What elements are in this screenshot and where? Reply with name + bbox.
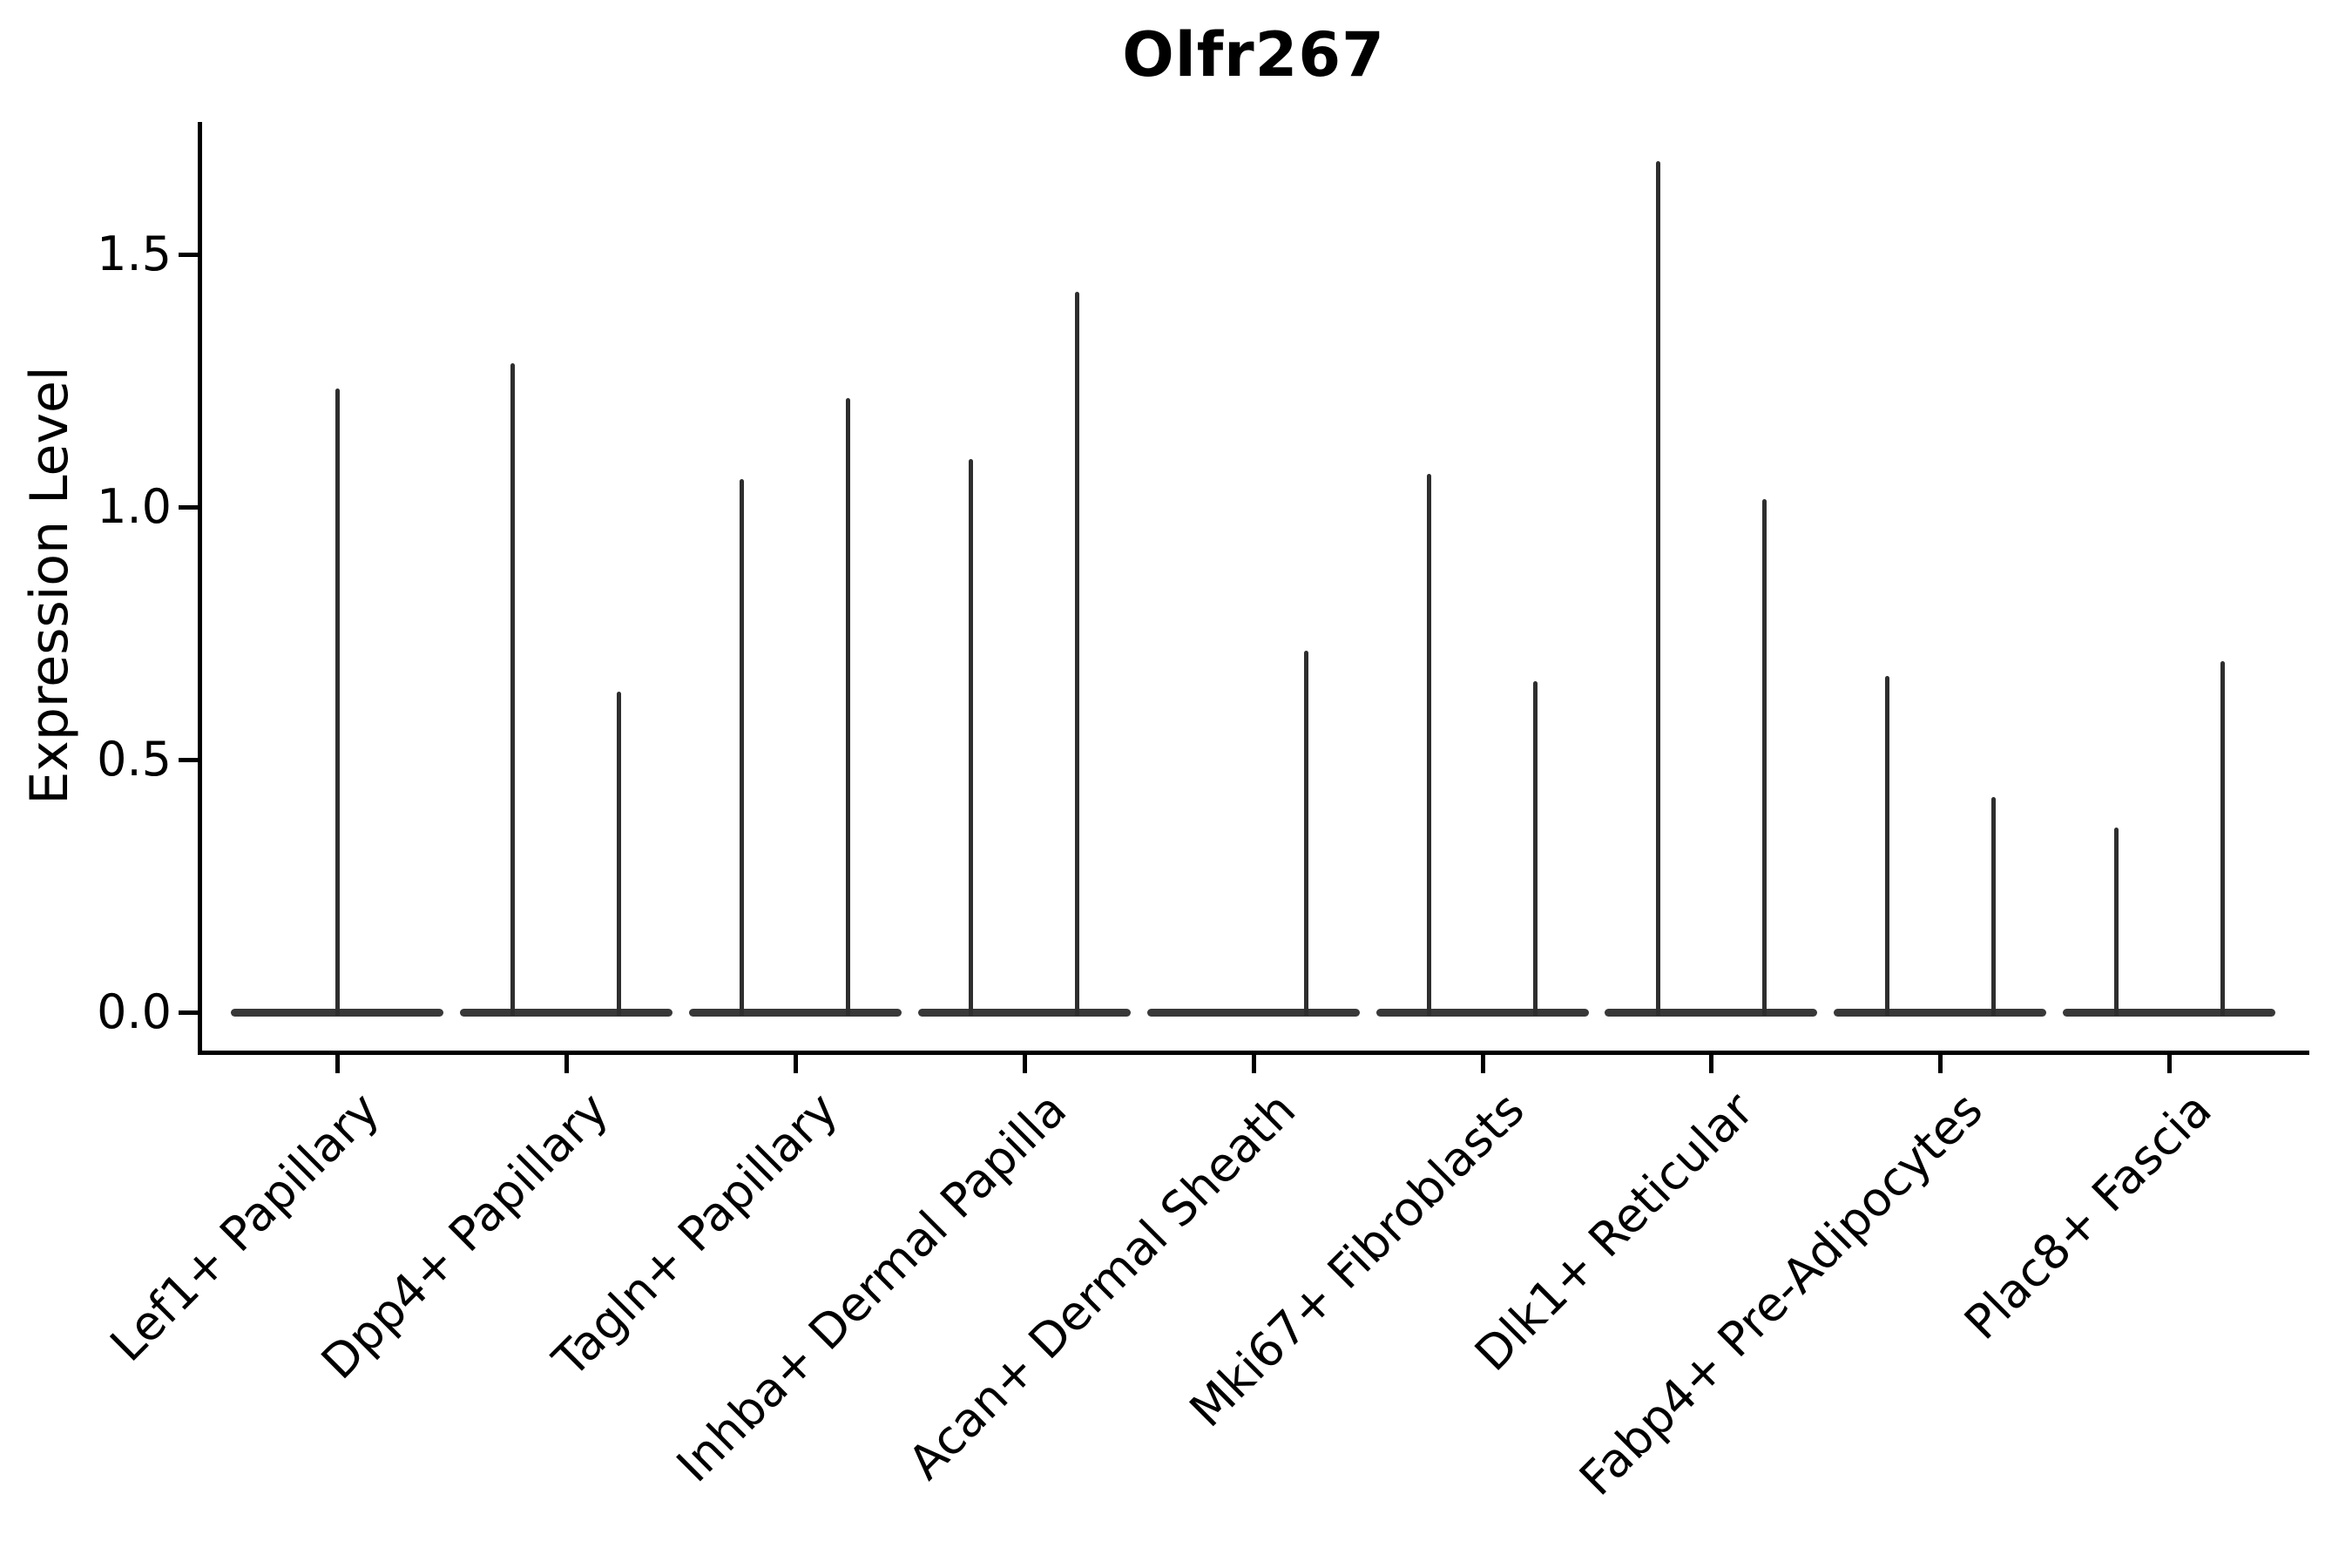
x-tick-label: Fabp4+ Pre-Adipocytes [1569,1082,1993,1506]
y-tick-mark [179,253,199,257]
x-axis-spine [198,1051,2309,1055]
y-tick-label: 1.5 [97,226,172,281]
violin-base [688,1009,902,1017]
x-tick-mark [1938,1055,1943,1073]
x-tick-mark [793,1055,798,1073]
y-axis-label: Expression Level [19,366,80,805]
violin-needle [617,691,622,1016]
chart-title: Olfr267 [1122,19,1385,91]
violin-needle [1075,292,1080,1016]
y-tick-mark [179,1010,199,1015]
violin-needle [740,479,745,1016]
violin-needle [335,388,340,1016]
x-tick-mark [1480,1055,1485,1073]
violin-needle [969,458,974,1016]
violin-needle [1884,676,1889,1016]
violin-needle [510,362,516,1016]
violin-base [1146,1009,1360,1017]
x-tick-mark [1709,1055,1714,1073]
violin-needle [2113,828,2119,1016]
violin-needle [1761,499,1767,1016]
x-tick-mark [2167,1055,2173,1073]
y-tick-label: 1.0 [97,479,172,534]
violin-needle [1304,651,1309,1016]
violin-needle [1427,474,1431,1016]
x-tick-mark [1022,1055,1027,1073]
y-tick-label: 0.0 [97,984,172,1039]
y-tick-mark [179,505,199,510]
violin-base [1605,1009,1818,1017]
violin-needle [846,398,851,1016]
violin-needle [1533,681,1538,1016]
violin-base [1375,1009,1589,1017]
y-axis-spine [198,122,202,1055]
x-tick-mark [564,1055,569,1073]
violin-base [459,1009,672,1017]
x-tick-mark [1251,1055,1256,1073]
violin-needle [1655,160,1660,1016]
x-tick-label: Plac8+ Fascia [1953,1082,2222,1350]
x-tick-mark [335,1055,340,1073]
x-tick-label: Acan+ Dermal Sheath [897,1082,1307,1490]
y-tick-mark [179,758,199,762]
violin-needle [2220,660,2225,1016]
violin-base [917,1009,1131,1017]
violin-needle [1990,797,1996,1016]
y-tick-label: 0.5 [97,732,172,787]
violin-base [1834,1009,2047,1017]
violin-base [2063,1009,2276,1017]
x-tick-label: Inhba+ Dermal Papilla [666,1082,1078,1493]
